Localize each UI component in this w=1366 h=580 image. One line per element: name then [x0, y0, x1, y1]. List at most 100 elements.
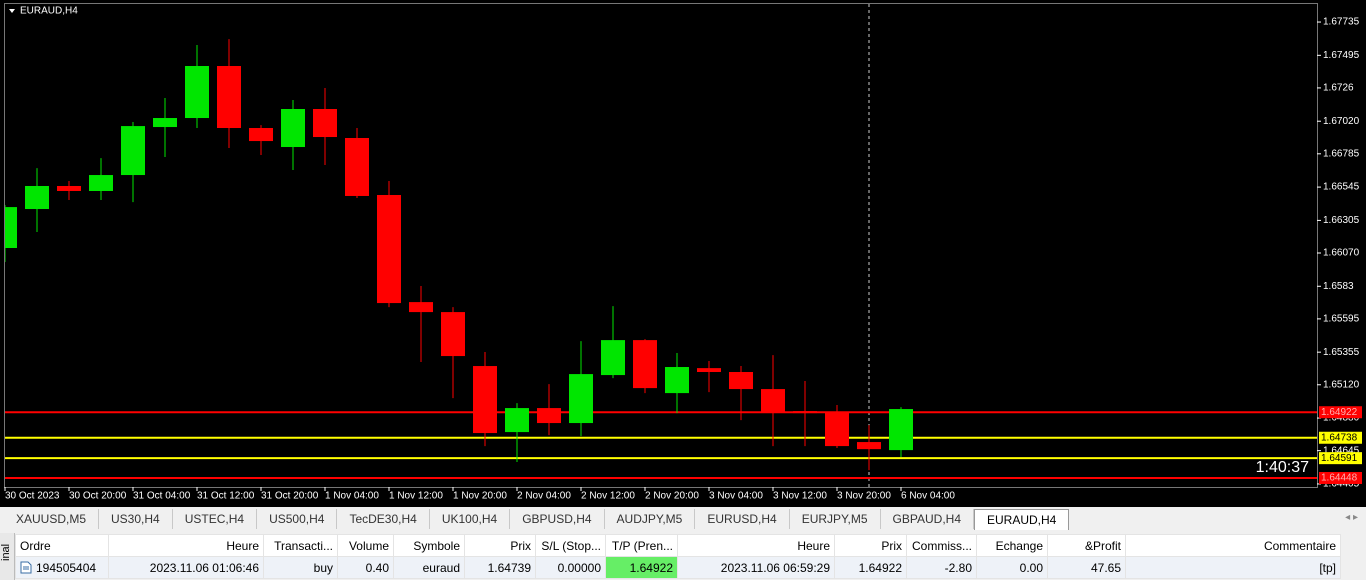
column-header[interactable]: Prix: [464, 534, 536, 557]
cell: 0.00000: [535, 556, 606, 579]
candle-body: [377, 195, 401, 304]
column-header[interactable]: Heure: [677, 534, 835, 557]
column-header[interactable]: S/L (Stop...: [535, 534, 606, 557]
tab[interactable]: GBPUSD,H4: [510, 509, 605, 529]
candle-body: [889, 409, 913, 451]
tab[interactable]: GBPAUD,H4: [881, 509, 974, 529]
side-label: inal: [0, 543, 12, 561]
cell: [tp]: [1125, 556, 1341, 579]
cell: 1.64922: [834, 556, 907, 579]
y-tick-label: 1.65120: [1323, 379, 1360, 390]
cell-text: 47.65: [1090, 560, 1121, 575]
x-tick-label: 3 Nov 20:00: [837, 491, 891, 502]
candle-body: [793, 411, 817, 414]
candle-body: [57, 185, 81, 191]
tab[interactable]: USTEC,H4: [173, 509, 258, 529]
cell-text: 0.40: [365, 560, 389, 575]
cell-text: buy: [313, 560, 333, 575]
tab[interactable]: US30,H4: [99, 509, 173, 529]
candle-body: [505, 408, 529, 433]
candle-body: [185, 66, 209, 119]
column-header[interactable]: Echange: [976, 534, 1048, 557]
cell-text: -2.80: [944, 560, 972, 575]
column-header[interactable]: Prix: [834, 534, 907, 557]
tab[interactable]: US500,H4: [257, 509, 338, 529]
y-tick-label: 1.67735: [1323, 17, 1360, 28]
tab[interactable]: AUDJPY,M5: [605, 509, 696, 529]
candle-body: [473, 366, 497, 434]
x-tick-label: 2 Nov 20:00: [645, 491, 699, 502]
countdown: 1:40:37: [1256, 459, 1309, 476]
level-label: 1.64448: [1321, 473, 1358, 484]
level-label-bg: [1319, 452, 1362, 465]
candle-body: [5, 207, 17, 248]
cell: 47.65: [1047, 556, 1126, 579]
y-tick-label: 1.67495: [1323, 50, 1360, 61]
tab[interactable]: UK100,H4: [430, 509, 511, 529]
y-tick-label: 1.66545: [1323, 182, 1360, 193]
column-header[interactable]: T/P (Pren...: [605, 534, 678, 557]
cell-text: 1.64922: [629, 560, 673, 575]
cell-text: euraud: [422, 560, 460, 575]
candle-body: [217, 66, 241, 129]
tab[interactable]: EURJPY,M5: [790, 509, 881, 529]
candle-body: [569, 374, 593, 424]
candle-body: [153, 118, 177, 128]
cell-text: 0.00000: [557, 560, 601, 575]
tab-bar: XAUUSD,M5 US30,H4 USTEC,H4 US500,H4 TecDE30,…: [4, 509, 1070, 530]
x-tick-label: 2 Nov 12:00: [581, 491, 635, 502]
menu-arrow[interactable]: [9, 9, 15, 13]
tab[interactable]: EURAUD,H4: [974, 509, 1070, 530]
x-tick-label: 2 Nov 04:00: [517, 491, 571, 502]
y-tick-label: 1.65595: [1323, 314, 1360, 325]
column-header[interactable]: Ordre: [15, 534, 109, 557]
y-tick-label: 1.67020: [1323, 116, 1360, 127]
column-header[interactable]: Volume: [337, 534, 394, 557]
tab[interactable]: XAUUSD,M5: [4, 509, 100, 529]
column-header[interactable]: Symbole: [393, 534, 465, 557]
x-tick-label: 31 Oct 20:00: [261, 491, 319, 502]
symbol-label: EURAUD,H4: [20, 6, 78, 17]
column-header[interactable]: Heure: [108, 534, 264, 557]
tab[interactable]: TecDE30,H4: [337, 509, 430, 529]
cell: 1.64739: [464, 556, 536, 579]
plot-frame: [4, 3, 1318, 488]
level-label: 1.64738: [1321, 432, 1358, 443]
cell: 2023.11.06 01:06:46: [108, 556, 264, 579]
header-row: Ordre Heure Transacti... Volume Symbole Prix S…: [15, 534, 1341, 557]
cell-text: 2023.11.06 06:59:29: [720, 560, 830, 575]
order-row[interactable]: 194505404 2023.11.06 01:06:46 buy 0.40 eurau…: [15, 556, 1341, 579]
cell-text: 2023.11.06 01:06:46: [149, 560, 259, 575]
candle-body: [441, 312, 465, 357]
x-tick-label: 31 Oct 12:00: [197, 491, 255, 502]
cell: 0.40: [337, 556, 394, 579]
x-tick-label: 3 Nov 04:00: [709, 491, 763, 502]
column-header[interactable]: Commentaire: [1125, 534, 1341, 557]
column-header[interactable]: Transacti...: [263, 534, 338, 557]
y-tick-label: 1.6583: [1323, 281, 1354, 292]
terminal-table: Ordre Heure Transacti... Volume Symbole Prix S…: [15, 534, 1341, 579]
candle-body: [409, 302, 433, 313]
plot: [5, 39, 1317, 479]
level-label-bg: [1319, 431, 1362, 444]
candle-body: [89, 175, 113, 191]
candle-body: [825, 412, 849, 447]
candle-body: [313, 109, 337, 138]
y-tick-label: 1.66785: [1323, 148, 1360, 159]
level-label-bg: [1319, 406, 1362, 419]
candle-body: [345, 137, 369, 196]
candle-body: [697, 368, 721, 373]
tab[interactable]: EURUSD,H4: [695, 509, 790, 529]
column-header[interactable]: Commiss...: [906, 534, 977, 557]
x-tick-label: 6 Nov 04:00: [901, 491, 955, 502]
x-tick-label: 1 Nov 20:00: [453, 491, 507, 502]
tab-scroll[interactable]: ◂ ▸: [1345, 512, 1358, 523]
column-header[interactable]: &Profit: [1047, 534, 1126, 557]
x-tick-label: 30 Oct 20:00: [69, 491, 127, 502]
x-tick-label: 1 Nov 12:00: [389, 491, 443, 502]
level-label: 1.64591: [1321, 453, 1358, 464]
candle-body: [761, 389, 785, 413]
candle-body: [249, 128, 273, 142]
y-tick-label: 1.66305: [1323, 215, 1360, 226]
